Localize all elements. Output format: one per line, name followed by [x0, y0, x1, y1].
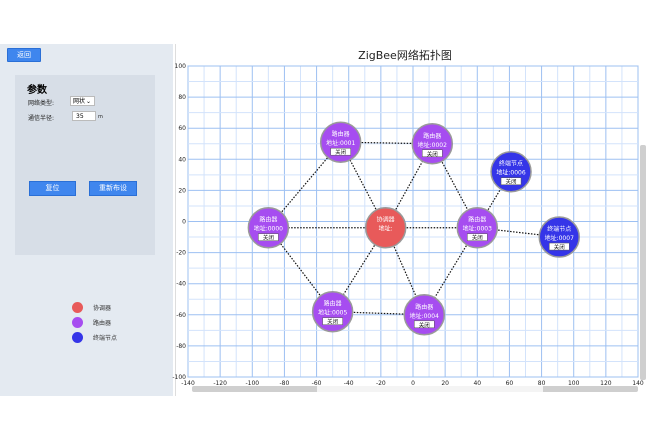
- close-button[interactable]: [467, 233, 488, 241]
- y-tick-label: -40: [176, 281, 186, 288]
- legend-coordinator: 协调器: [72, 302, 111, 313]
- x-tick-label: -140: [181, 380, 195, 387]
- close-button-label[interactable]: 关闭: [263, 234, 274, 242]
- y-tick-label: -60: [176, 312, 186, 319]
- close-button-label[interactable]: 关闭: [506, 178, 517, 186]
- x-tick-label: 100: [568, 380, 580, 387]
- node-address: 地址:0002: [418, 141, 447, 149]
- router-dot-icon: [72, 317, 83, 328]
- node-address: 地址:0006: [496, 169, 525, 177]
- network-type-value: 网状: [73, 98, 86, 105]
- close-button[interactable]: [330, 147, 351, 156]
- x-tick-label: 20: [441, 380, 449, 387]
- close-button[interactable]: [414, 320, 435, 329]
- node-address: 地址:0004: [410, 312, 439, 320]
- node-address: 地址:0000: [254, 225, 283, 233]
- close-button[interactable]: [549, 242, 570, 251]
- network-type-select[interactable]: 网状 ⌄: [70, 96, 95, 106]
- radius-label: 通信半径:: [28, 115, 55, 122]
- y-tick-label: 20: [178, 187, 186, 194]
- x-tick-label: 40: [473, 380, 481, 387]
- node-name: 路由器: [332, 130, 350, 138]
- legend-end-node: 终端节点: [72, 332, 117, 343]
- vertical-scrollbar[interactable]: [640, 145, 646, 380]
- y-tick-label: 100: [175, 63, 187, 70]
- close-button-label[interactable]: 关闭: [427, 150, 438, 158]
- node-name: 路由器: [259, 216, 277, 224]
- x-tick-label: -120: [213, 380, 227, 387]
- x-tick-label: 60: [506, 380, 514, 387]
- radius-input[interactable]: 35: [72, 111, 96, 121]
- redeploy-button[interactable]: 重新布设: [89, 181, 137, 196]
- close-button-label[interactable]: 关闭: [554, 243, 565, 251]
- close-button-label[interactable]: 关闭: [327, 318, 338, 326]
- radius-unit: m: [98, 114, 103, 120]
- legend-label: 终端节点: [93, 335, 118, 342]
- node-name: 路由器: [468, 216, 486, 224]
- x-tick-label: 80: [538, 380, 546, 387]
- x-tick-label: -60: [312, 380, 322, 387]
- chart-title: ZigBee网络拓扑图: [358, 49, 452, 62]
- y-tick-label: -20: [176, 250, 186, 257]
- y-tick-label: 40: [178, 156, 186, 163]
- close-button-label[interactable]: 关闭: [472, 234, 483, 242]
- node-name: 路由器: [415, 303, 433, 311]
- y-tick-label: -80: [176, 343, 186, 350]
- network-type-label: 网络类型:: [28, 100, 55, 107]
- legend-router: 路由器: [72, 317, 111, 328]
- x-tick-label: -100: [245, 380, 259, 387]
- x-tick-label: 140: [632, 380, 644, 387]
- y-tick-label: 0: [182, 219, 186, 226]
- node-name: 协调器: [377, 216, 395, 224]
- node-address: 地址:: [379, 225, 393, 233]
- legend-label: 路由器: [93, 320, 112, 327]
- horizontal-scrollbar-thumb[interactable]: [317, 386, 543, 392]
- node-name: 终端节点: [499, 160, 523, 168]
- chevron-down-icon: ⌄: [85, 98, 91, 105]
- y-tick-label: 80: [178, 94, 186, 101]
- y-tick-label: 60: [178, 125, 186, 132]
- close-button-label[interactable]: 关闭: [419, 321, 430, 329]
- x-tick-label: 120: [600, 380, 612, 387]
- end-node-dot-icon: [72, 332, 83, 343]
- node-name: 路由器: [423, 132, 441, 140]
- coordinator-node: [364, 206, 407, 249]
- close-button[interactable]: [322, 317, 343, 325]
- back-button[interactable]: 返回: [7, 48, 41, 62]
- close-button-label[interactable]: 关闭: [335, 148, 346, 156]
- x-tick-label: -20: [376, 380, 386, 387]
- node-address: 地址:0007: [545, 234, 574, 242]
- reset-button[interactable]: 复位: [29, 181, 76, 196]
- params-title: 参数: [27, 85, 47, 96]
- node-address: 地址:0005: [318, 309, 347, 317]
- params-panel: 参数 网络类型: 网状 ⌄ 通信半径: 35 m 复位 重新布设: [15, 75, 155, 255]
- node-name: 路由器: [324, 300, 342, 308]
- coordinator-dot-icon: [72, 302, 83, 313]
- legend-label: 协调器: [93, 305, 112, 312]
- x-tick-label: -80: [280, 380, 290, 387]
- close-button[interactable]: [422, 149, 443, 157]
- node-address: 地址:0003: [463, 225, 492, 233]
- node-address: 地址:0001: [326, 139, 355, 147]
- node-name: 终端节点: [547, 225, 571, 233]
- x-tick-label: -40: [344, 380, 354, 387]
- close-button[interactable]: [258, 233, 279, 241]
- close-button[interactable]: [500, 177, 522, 185]
- y-tick-label: -100: [172, 374, 186, 381]
- x-tick-label: 0: [411, 380, 415, 387]
